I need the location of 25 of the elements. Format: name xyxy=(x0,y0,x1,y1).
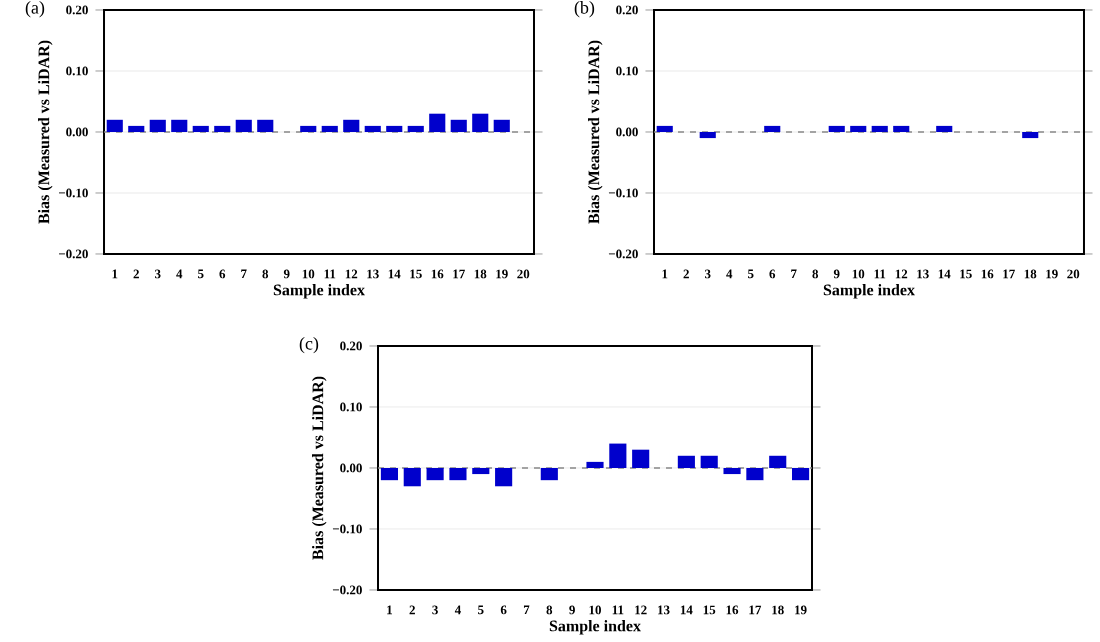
bar xyxy=(586,461,604,468)
y-axis-title: Bias (Measured vs LiDAR) xyxy=(312,376,327,560)
bar xyxy=(609,443,627,468)
bar xyxy=(700,455,718,468)
bar xyxy=(746,467,764,481)
x-axis-title: Sample index xyxy=(823,284,915,299)
x-axis-title: Sample index xyxy=(273,284,365,299)
bar xyxy=(792,467,810,481)
bar xyxy=(380,467,398,481)
bar xyxy=(449,467,467,481)
bar xyxy=(677,455,695,468)
bar xyxy=(723,467,741,475)
bar xyxy=(769,455,787,468)
bar xyxy=(632,449,650,468)
chart-title: (c) xyxy=(299,337,319,354)
chart-title: (b) xyxy=(574,1,595,18)
bar xyxy=(426,467,444,481)
y-axis-title: Bias (Measured vs LiDAR) xyxy=(38,40,53,224)
x-axis-title: Sample index xyxy=(549,620,641,635)
bar xyxy=(540,467,558,481)
bar xyxy=(403,467,421,487)
bar xyxy=(495,467,513,487)
chart-title: (a) xyxy=(25,1,45,18)
bar xyxy=(472,467,490,475)
y-axis-title: Bias (Measured vs LiDAR) xyxy=(588,40,603,224)
